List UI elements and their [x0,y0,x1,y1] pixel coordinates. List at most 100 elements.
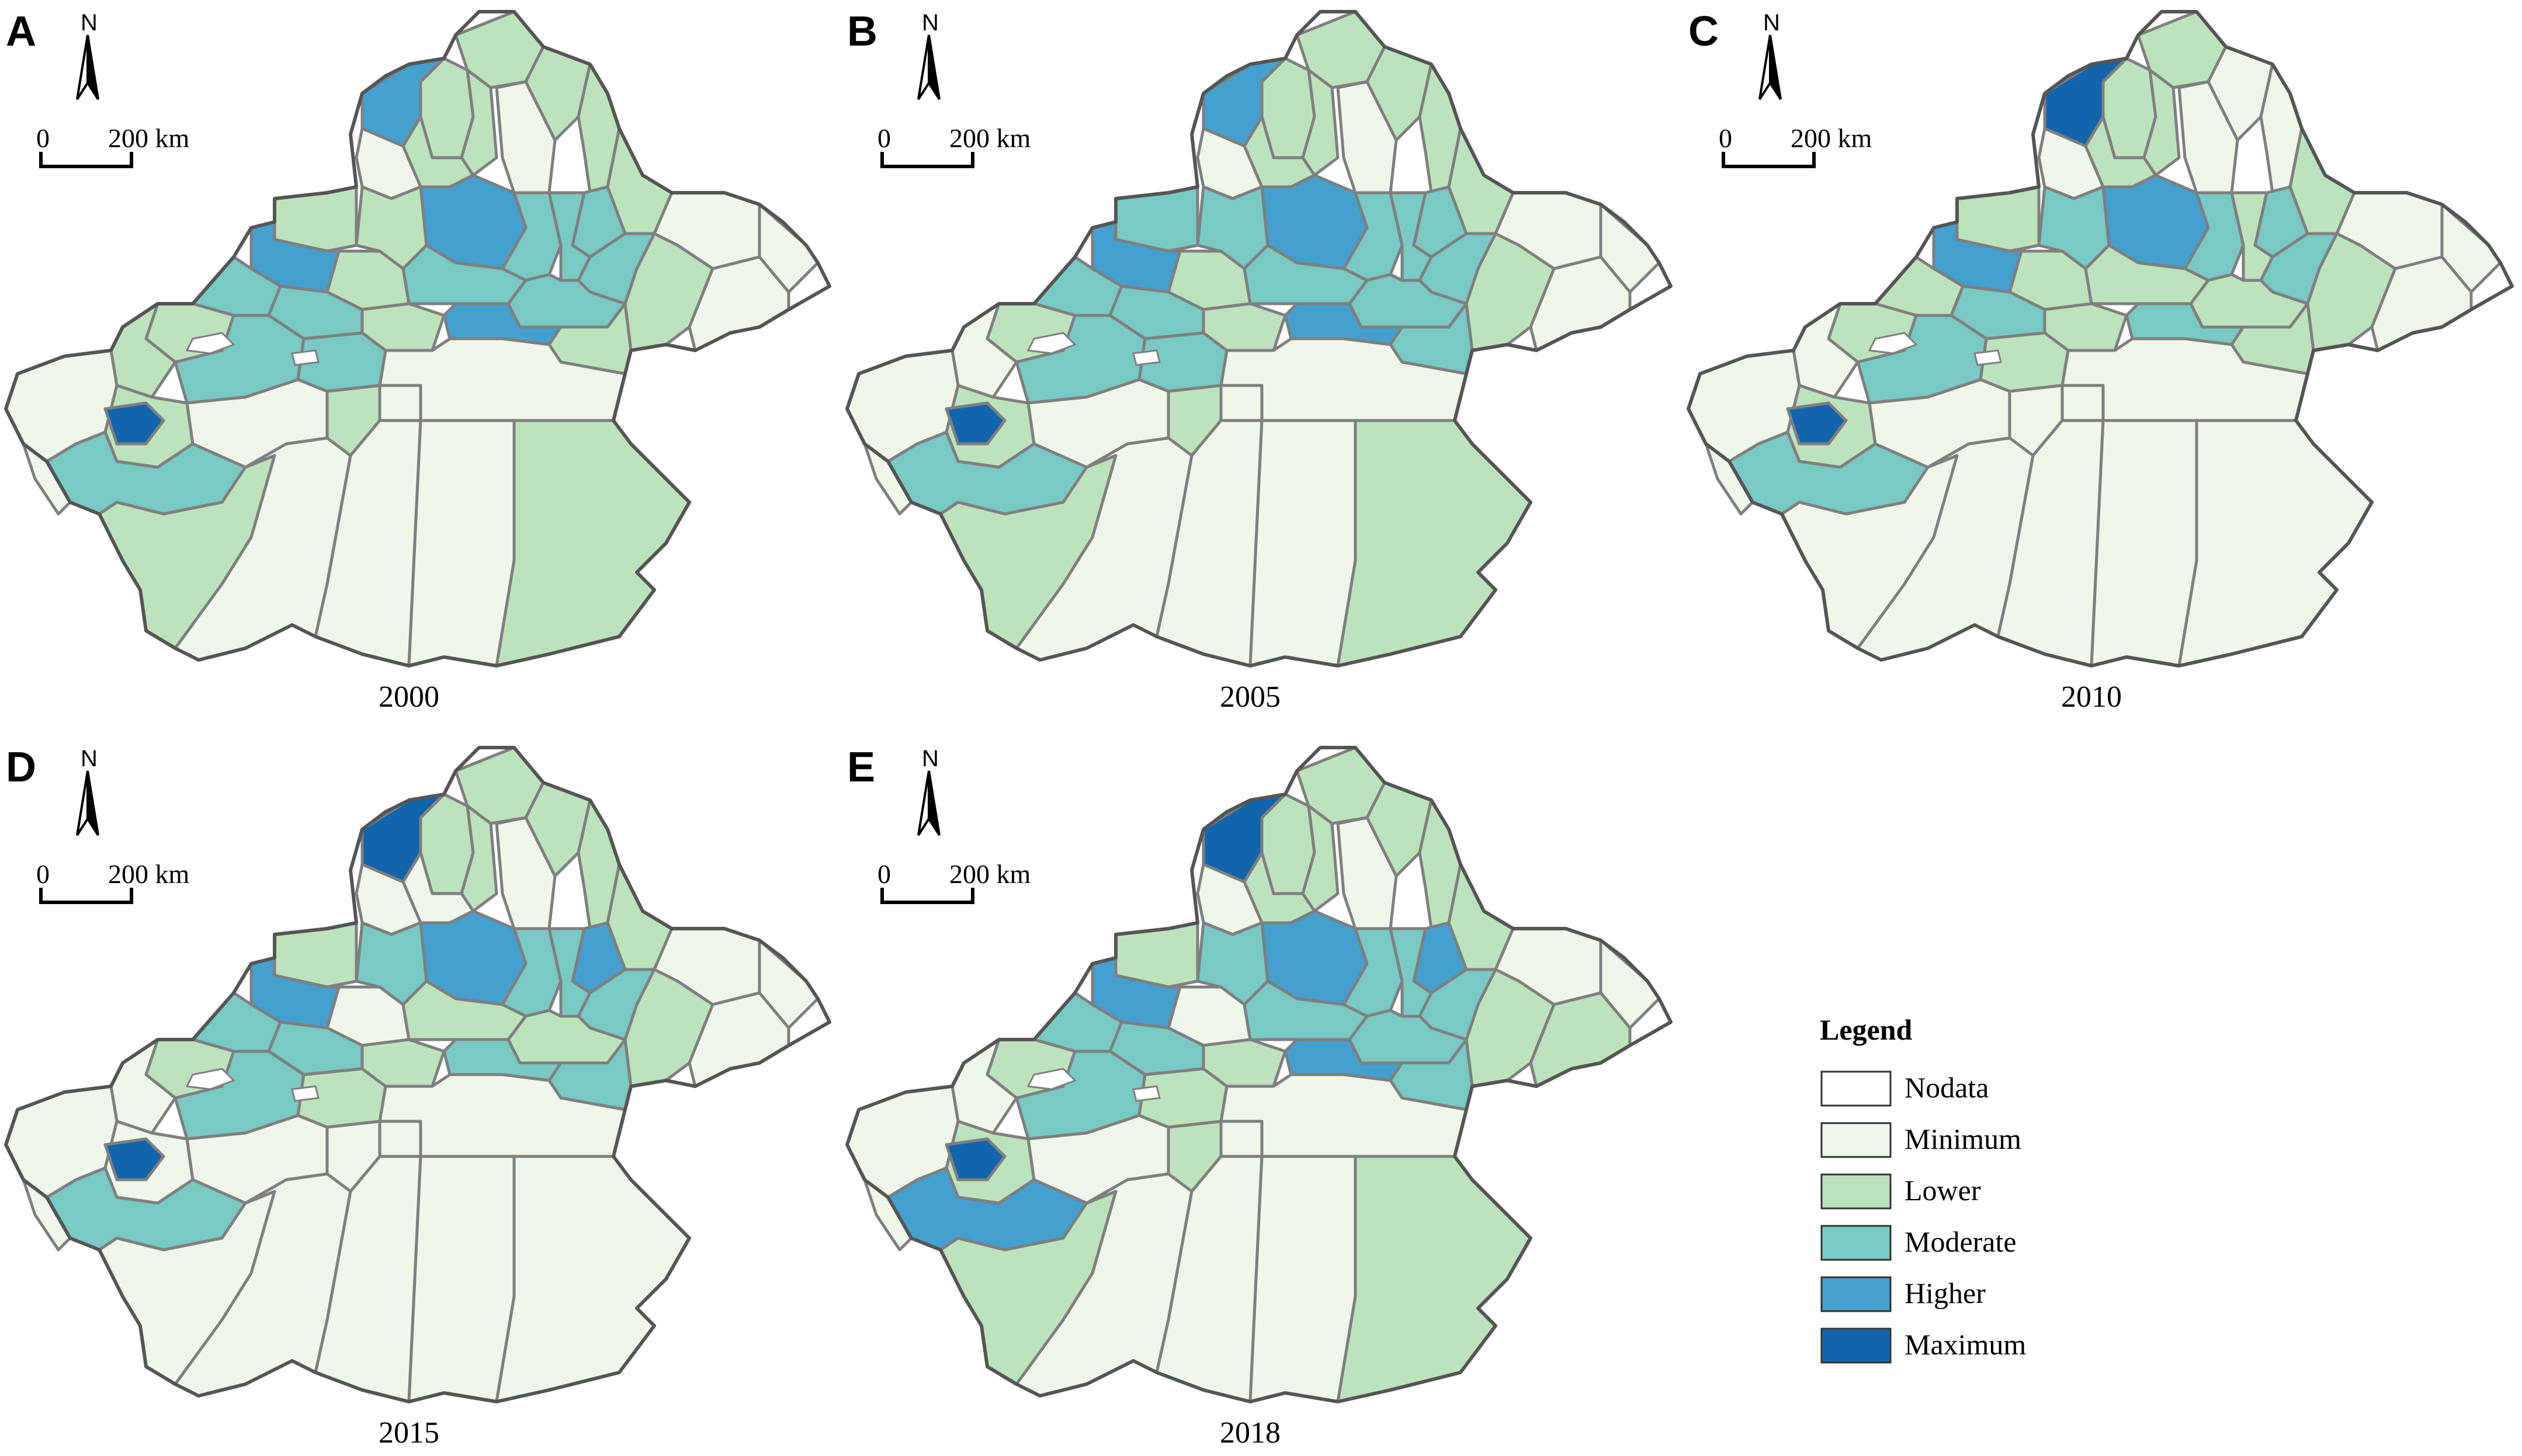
map-region [1336,1155,1532,1403]
map-region [2177,80,2239,194]
lake [1026,1068,1077,1090]
map-region [2090,419,2198,668]
north-label: N [81,746,98,772]
map-panels: A N 0 200 km 2000 B N 0 200 km 2005 C N 0 200 km 2010 D… [4,8,2514,1450]
legend-title: Legend [1820,1013,1913,1046]
north-label: N [81,10,98,36]
map-region [407,419,516,668]
legend-swatch [1820,1276,1892,1312]
scale-max-label: 200 km [108,859,190,889]
scale-bar: 0 200 km [877,859,1031,904]
map-region [378,384,422,422]
legend-item-minimum: Minimum [1820,1122,2021,1158]
map-region [1786,401,1848,446]
legend-item-moderate: Moderate [1820,1225,2017,1261]
north-arrow-left-half [917,770,930,836]
legend-item-lower: Lower [1820,1173,1981,1210]
legend-swatch [1820,1328,1892,1364]
map-region [1336,80,1398,194]
map-region [1336,816,1398,930]
scale-zero-label: 0 [1719,123,1732,153]
map-region [1219,384,1264,422]
province-boundary [4,746,831,1403]
north-arrow-icon: N [76,746,99,836]
map-region [1248,419,1357,668]
map-region [495,816,557,930]
lake [291,1085,320,1102]
legend-label: Moderate [1904,1225,2017,1258]
map-region [2060,384,2105,422]
map-panel-b: B N 0 200 km 2005 [845,8,1673,714]
scale-bar: 0 200 km [877,123,1031,168]
north-arrow-icon: N [76,10,99,100]
panel-year-label: 2005 [1220,680,1281,714]
north-arrow-right-half [1769,34,1782,100]
legend-label: Higher [1904,1277,1986,1309]
panel-letter: D [6,744,36,791]
legend-label: Minimum [1904,1123,2021,1155]
north-arrow-left-half [76,770,89,836]
scale-max-label: 200 km [1791,123,1872,153]
scale-bar: 0 200 km [36,859,190,904]
north-arrow-left-half [1758,34,1771,100]
north-arrow-right-half [928,34,941,100]
lake [1973,349,2002,366]
north-arrow-right-half [928,770,941,836]
north-arrow-icon: N [917,10,941,100]
map-region [407,1155,516,1403]
panel-year-label: 2018 [1220,1416,1281,1450]
north-label: N [922,746,939,772]
scale-bar-line [880,152,974,168]
north-arrow-left-half [917,34,930,100]
lake [1868,332,1918,355]
map-panel-a: A N 0 200 km 2000 [4,8,831,714]
province-boundary [1687,10,2514,668]
legend-item-maximum: Maximum [1820,1328,2026,1364]
province-boundary [4,10,831,668]
map-panel-e: E N 0 200 km 2018 [845,744,1673,1450]
legend-item-higher: Higher [1820,1276,1986,1312]
lake [291,349,320,366]
map-region [945,401,1007,446]
province-boundary [845,10,1673,668]
north-arrow-right-half [86,770,99,836]
scale-zero-label: 0 [36,859,50,889]
panel-letter: C [1688,8,1719,55]
scale-bar-line [880,888,974,904]
panel-year-label: 2010 [2061,680,2122,714]
scale-max-label: 200 km [108,123,190,153]
scale-zero-label: 0 [36,123,50,153]
north-arrow-icon: N [917,746,941,836]
map-panel-d: D N 0 200 km 2015 [4,744,831,1450]
north-label: N [922,10,939,36]
map-region [2177,419,2374,668]
lake [1132,1085,1161,1102]
legend-swatch [1820,1225,1892,1261]
panel-letter: A [6,8,36,55]
legend-items: Nodata Minimum Lower Moderate Higher Maximum [1820,1071,2026,1364]
scale-max-label: 200 km [949,859,1031,889]
scale-bar-line [1722,152,1816,168]
map-region [495,80,557,194]
lake [1132,349,1161,366]
province-map [1687,10,2514,668]
map-region [1219,1120,1264,1158]
scale-bar: 0 200 km [1719,123,1872,168]
panel-letter: E [847,744,875,791]
map-region [1248,1155,1357,1403]
scale-bar-line [39,888,133,904]
legend-swatch [1820,1071,1892,1107]
north-arrow-left-half [76,34,89,100]
map-panel-c: C N 0 200 km 2010 [1687,8,2514,714]
panel-year-label: 2000 [379,680,439,714]
lake [185,1068,235,1090]
legend-label: Lower [1904,1174,1981,1207]
scale-max-label: 200 km [949,123,1031,153]
province-map [845,746,1673,1403]
map-region [1336,419,1532,668]
province-map [845,10,1673,668]
legend-swatch [1820,1173,1892,1210]
scale-zero-label: 0 [877,123,891,153]
province-boundary [845,746,1673,1403]
